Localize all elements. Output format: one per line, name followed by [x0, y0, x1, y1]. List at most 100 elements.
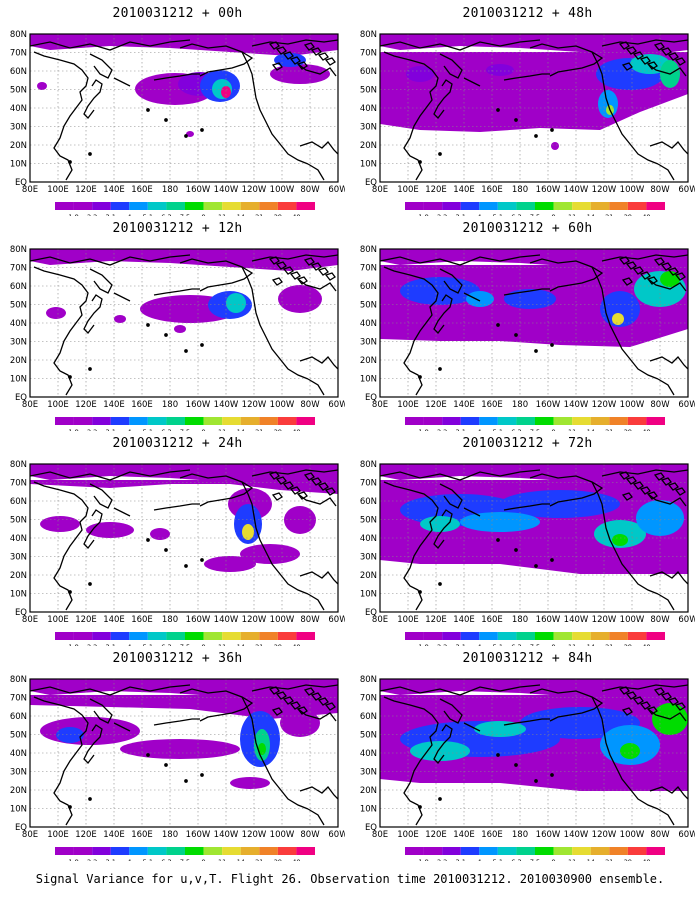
latitude-label: 80N — [10, 460, 27, 470]
coastline-segment — [383, 481, 439, 611]
latitude-label: 10N — [10, 805, 27, 815]
colorbar-label: 1.8 — [418, 858, 428, 861]
coastline-segment — [179, 258, 254, 292]
latitude-label: 60N — [10, 67, 27, 77]
colorbar-label: 29 — [274, 643, 282, 646]
longitude-label: 140E — [103, 615, 125, 625]
colorbar-swatch — [55, 847, 74, 855]
island-marker — [184, 349, 188, 353]
latitude-label: 30N — [360, 768, 377, 778]
latitude-label: 50N — [10, 516, 27, 526]
colorbar-swatch — [516, 202, 535, 210]
coastline-segment — [307, 593, 325, 611]
variance-shading — [380, 464, 688, 574]
colorbar: 1.8 2.2 3.1 4 5.1 6.3 7.5 9 11 14 21 29 40 — [405, 847, 665, 861]
island-marker — [438, 152, 442, 156]
latitude-label: 80N — [360, 245, 377, 255]
colorbar-swatch — [627, 202, 647, 210]
island-outline — [621, 277, 633, 286]
colorbar-label: 2.2 — [437, 858, 447, 861]
island-marker — [438, 797, 442, 801]
island-outline — [632, 51, 644, 60]
longitude-label: 160W — [536, 185, 561, 195]
colorbar-swatch — [460, 202, 480, 210]
latitude-label: 10N — [10, 590, 27, 600]
colorbar-label: 29 — [624, 643, 632, 646]
variance-shading — [380, 679, 688, 791]
coastline-segment — [113, 292, 131, 302]
island-outline — [667, 482, 679, 491]
island-marker — [418, 375, 422, 379]
longitude-label: 160W — [536, 615, 561, 625]
longitude-label: 80W — [650, 615, 670, 625]
island-outline — [271, 707, 283, 716]
variance-blob — [600, 291, 640, 327]
coastline-segment — [83, 79, 103, 119]
coastline-segment — [30, 39, 191, 51]
island-marker — [200, 128, 204, 132]
latitude-label: 10N — [360, 160, 377, 170]
latitude-label: 40N — [360, 534, 377, 544]
colorbar-label: 21 — [255, 428, 263, 431]
island-marker — [184, 779, 188, 783]
island-outline — [660, 477, 672, 486]
longitude-label: 60W — [328, 400, 345, 410]
longitude-label: 120W — [592, 830, 617, 840]
colorbar-swatch — [240, 847, 260, 855]
colorbar-label: 14 — [587, 428, 595, 431]
variance-blob — [270, 64, 330, 84]
colorbar-label: 29 — [624, 858, 632, 861]
longitude-label: 140W — [564, 400, 589, 410]
coastline-segment — [89, 268, 113, 294]
colorbar-swatch — [185, 632, 204, 640]
latitude-label: 70N — [360, 264, 377, 274]
island-marker — [550, 558, 554, 562]
longitude-label: 100W — [270, 185, 295, 195]
longitude-label: 160W — [536, 400, 561, 410]
coastline-segment — [89, 483, 113, 509]
island-outline — [618, 471, 630, 480]
panel-title: 2010031212 + 12h — [112, 221, 243, 236]
coastline-segment — [251, 684, 338, 692]
colorbar-swatch — [92, 632, 111, 640]
panel-title: 2010031212 + 36h — [112, 651, 243, 666]
island-outline — [310, 47, 322, 56]
variance-blob — [400, 277, 480, 305]
island-marker — [164, 763, 168, 767]
longitude-label: 100E — [47, 185, 69, 195]
island-outline — [621, 62, 633, 71]
panel-title: 2010031212 + 48h — [462, 6, 593, 21]
coastline-segment — [113, 722, 131, 732]
colorbar: 1.8 2.2 3.1 4 5.1 6.3 7.5 9 11 14 21 29 40 — [55, 417, 315, 431]
latitude-label: 20N — [10, 356, 27, 366]
coastline-segment — [649, 141, 688, 155]
island-marker — [438, 582, 442, 586]
island-marker — [514, 763, 518, 767]
colorbar-label: 21 — [605, 213, 613, 216]
island-outline — [646, 61, 658, 70]
island-outline — [271, 62, 283, 71]
variance-blob — [120, 739, 240, 759]
island-outline — [289, 271, 301, 280]
latitude-label: EQ — [365, 393, 377, 403]
colorbar-swatch — [553, 847, 573, 855]
colorbar-label: 3.1 — [106, 428, 116, 431]
colorbar-label: 7.5 — [530, 213, 540, 216]
colorbar-label: 4 — [477, 643, 481, 646]
colorbar: 1.8 2.2 3.1 4 5.1 6.3 7.5 9 11 14 21 29 40 — [405, 632, 665, 646]
island-outline — [618, 686, 630, 695]
panel-title: 2010031212 + 00h — [112, 6, 243, 21]
island-outline — [646, 491, 658, 500]
colorbar-label: 14 — [237, 213, 245, 216]
colorbar-swatch — [646, 202, 665, 210]
colorbar-swatch — [110, 847, 130, 855]
variance-blob — [612, 534, 628, 546]
longitude-label: 100E — [47, 615, 69, 625]
colorbar-swatch — [129, 417, 148, 425]
colorbar-label: 4 — [127, 643, 131, 646]
latitude-label: 30N — [10, 553, 27, 563]
coastline-segment — [83, 509, 103, 549]
longitude-label: 160E — [481, 185, 503, 195]
variance-blob — [460, 512, 540, 532]
